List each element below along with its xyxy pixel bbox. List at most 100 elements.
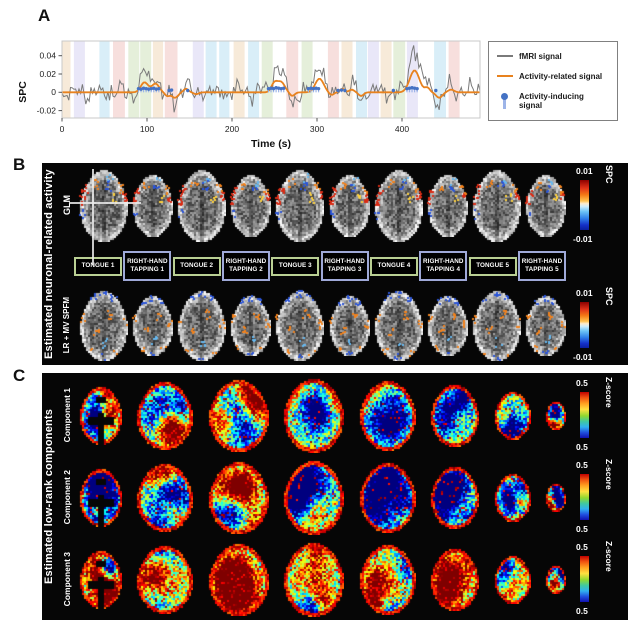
- component-2-label: Component 2: [61, 469, 72, 525]
- chart-series-layer: [62, 41, 480, 118]
- colorbar-min: 0.5: [576, 524, 588, 534]
- brain-slice: [492, 390, 531, 440]
- component-1-label: Component 1: [61, 387, 72, 443]
- spfm-row-label: LR + MV SPFM: [62, 296, 71, 354]
- colorbar-max: 0.5: [576, 460, 588, 470]
- y-tick: 0: [51, 87, 56, 97]
- plot-frame: [61, 40, 481, 119]
- brain-slice: [131, 294, 174, 356]
- zscore-colorbar-1: 0.5 0.5 Z-score: [570, 377, 628, 453]
- colorbar-title: SPC: [604, 287, 614, 306]
- component-2-strip: [74, 459, 570, 535]
- glm-row-label: GLM: [61, 195, 72, 215]
- brain-slice: [327, 173, 370, 237]
- legend-item-activity-inducing: Activity-inducing signal: [497, 92, 609, 110]
- brain-slice: [543, 400, 566, 430]
- brain-slice: [357, 461, 416, 533]
- colorbar-max: 0.01: [576, 288, 593, 298]
- brain-slice: [523, 173, 566, 237]
- brain-slice: [282, 459, 345, 535]
- glm-brain-strip: [74, 168, 570, 242]
- task-label-tongue-2: TONGUE 2: [172, 256, 221, 276]
- brain-slice: [176, 289, 227, 361]
- brain-slice: [429, 383, 480, 447]
- spfm-row: LR + MV SPFM 0.01 -0.01 SPC: [59, 287, 628, 363]
- component-2-row: Component 2 0.5 0.5 Z-score: [59, 459, 628, 535]
- colorbar-max: 0.01: [576, 166, 593, 176]
- brain-slice: [425, 294, 468, 356]
- brain-slice: [176, 168, 227, 242]
- brain-slice: [131, 173, 174, 237]
- activity-related-line-swatch: [497, 75, 513, 78]
- crosshair-vertical: [92, 169, 94, 265]
- task-label-right-hand-tapping-5: RIGHT-HAND TAPPING 5: [517, 251, 566, 281]
- chart-legend: fMRI signal Activity-related signal Acti…: [488, 41, 618, 121]
- x-tick: 200: [225, 124, 239, 134]
- y-tick: 0.04: [39, 51, 56, 61]
- zscore-colorbar-3: 0.5 0.5 Z-score: [570, 541, 628, 617]
- brain-slice: [78, 289, 128, 361]
- y-axis-label: SPC: [17, 81, 29, 103]
- brain-slice: [229, 173, 272, 237]
- task-label-tongue-3: TONGUE 3: [271, 256, 320, 276]
- brain-slice: [492, 472, 531, 522]
- panel-c: Estimated low-rank components Component …: [42, 373, 628, 620]
- task-label-tongue-5: TONGUE 5: [468, 256, 517, 276]
- timeseries-chart: 0.04 0.02 0 -0.02 SPC 0 100 200 300 400 …: [17, 40, 481, 150]
- brain-slice: [429, 547, 480, 611]
- brain-slice: [523, 294, 566, 356]
- task-label-row: TONGUE 1 RIGHT-HAND TAPPING 1 TONGUE 2 RIGHT…: [74, 247, 566, 285]
- y-tick: -0.02: [37, 105, 57, 115]
- brain-slice: [357, 543, 416, 615]
- brain-slice: [274, 289, 325, 361]
- crosshair-horizontal: [69, 202, 141, 204]
- x-tick: 100: [140, 124, 154, 134]
- spc-colorbar-spfm: 0.01 -0.01 SPC: [570, 287, 628, 363]
- task-label-tongue-4: TONGUE 4: [369, 256, 418, 276]
- colorbar-min: -0.01: [573, 352, 593, 362]
- fmri-line-swatch: [497, 55, 513, 58]
- spc-colorbar-gradient: [580, 180, 589, 230]
- brain-slice: [78, 385, 122, 445]
- brain-slice: [543, 564, 566, 594]
- brain-slice: [78, 467, 122, 527]
- brain-slice: [372, 289, 423, 361]
- brain-slice: [282, 541, 345, 617]
- brain-slice: [206, 460, 269, 534]
- task-label-right-hand-tapping-3: RIGHT-HAND TAPPING 3: [320, 251, 369, 281]
- brain-slice: [425, 173, 468, 237]
- brain-slice: [543, 482, 566, 512]
- spc-colorbar-gradient: [580, 302, 589, 348]
- task-label-right-hand-tapping-2: RIGHT-HAND TAPPING 2: [221, 251, 270, 281]
- brain-slice: [282, 377, 345, 453]
- panel-c-label: C: [13, 366, 26, 385]
- brain-slice: [206, 542, 269, 616]
- brain-slice: [78, 549, 122, 609]
- legend-label: Activity-inducing signal: [518, 92, 584, 111]
- x-tick: 0: [60, 124, 65, 134]
- legend-label: Activity-related signal: [519, 71, 603, 81]
- panel-b-side-label: Estimated neuronal-related activity: [43, 169, 55, 359]
- spfm-brain-strip: [74, 289, 570, 361]
- zscore-colorbar-2: 0.5 0.5 Z-score: [570, 459, 628, 535]
- component-3-row: Component 3 0.5 0.5 Z-score: [59, 541, 628, 617]
- colorbar-title: Z-score: [604, 377, 614, 408]
- task-label-right-hand-tapping-4: RIGHT-HAND TAPPING 4: [419, 251, 468, 281]
- colorbar-title: Z-score: [604, 541, 614, 572]
- colorbar-min: 0.5: [576, 442, 588, 452]
- colorbar-max: 0.5: [576, 542, 588, 552]
- x-tick: 300: [310, 124, 324, 134]
- colorbar-min: -0.01: [573, 234, 593, 244]
- brain-slice: [229, 294, 272, 356]
- panel-c-side-label: Estimated low-rank components: [43, 408, 55, 585]
- brain-slice: [357, 379, 416, 451]
- glm-row: GLM 0.01 -0.01 SPC: [59, 165, 628, 245]
- panel-b-label: B: [13, 155, 26, 174]
- x-axis: 0 100 200 300 400 Time (s): [60, 118, 409, 150]
- y-tick: 0.02: [39, 69, 56, 79]
- brain-slice: [135, 544, 194, 614]
- brain-slice: [470, 168, 521, 242]
- component-1-row: Component 1 0.5 0.5 Z-score: [59, 377, 628, 453]
- zscore-colorbar-gradient: [580, 474, 589, 520]
